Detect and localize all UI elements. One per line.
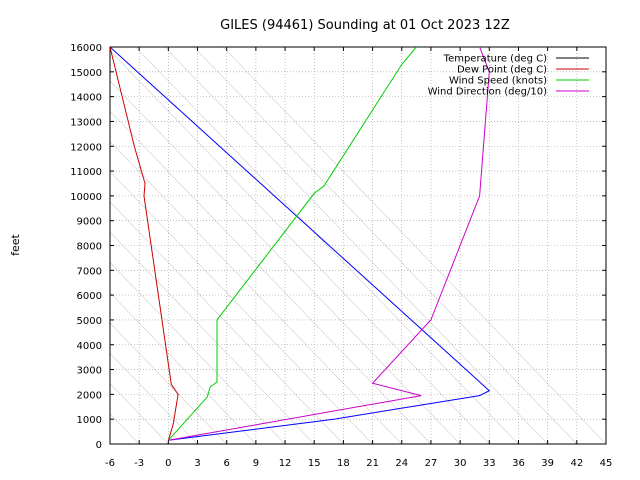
legend-label: Dew Point (deg C) [457, 65, 547, 76]
x-tick-label: 24 [395, 458, 408, 469]
isotherm-line [110, 352, 198, 444]
legend-label: Wind Direction (deg/10) [428, 87, 548, 98]
isotherm-line [193, 47, 578, 444]
y-tick-label: 10000 [70, 192, 102, 203]
x-tick-label: 21 [366, 458, 379, 469]
y-tick-label: 16000 [70, 43, 102, 54]
y-tick-label: 2000 [77, 390, 102, 401]
x-tick-label: 45 [600, 458, 613, 469]
y-axis: 0 1000 2000 3000 4000 5000 6000 7000 8000 9000 100… [70, 43, 606, 451]
x-tick-label: 6 [224, 458, 230, 469]
series-lines [110, 47, 491, 441]
x-axis: -6 -3 0 3 6 9 12 15 18 21 24 27 30 33 36 39 42 45 [105, 47, 612, 469]
y-tick-label: 15000 [70, 68, 102, 79]
y-tick-label: 13000 [70, 117, 102, 128]
isotherm-line [110, 80, 461, 444]
x-tick-label: 42 [570, 458, 583, 469]
y-tick-label: 6000 [77, 291, 102, 302]
legend-label: Temperature (deg C) [443, 54, 547, 65]
isotherm-line [135, 47, 519, 444]
y-tick-label: 1000 [77, 415, 102, 426]
legend-label: Wind Speed (knots) [449, 76, 547, 87]
isotherm-line [110, 231, 315, 444]
isotherm-line [110, 322, 227, 444]
x-tick-label: 36 [512, 458, 525, 469]
y-tick-label: 3000 [77, 366, 102, 377]
plot-frame [109, 46, 607, 445]
isotherm-line [222, 47, 606, 444]
x-tick-label: 12 [279, 458, 292, 469]
y-tick-label: 14000 [70, 93, 102, 104]
chart-title: GILES (94461) Sounding at 01 Oct 2023 12… [220, 18, 510, 33]
isotherm-line [110, 201, 344, 444]
series-line-1 [110, 47, 491, 441]
isotherm-line [110, 292, 257, 444]
y-tick-label: 7000 [77, 266, 102, 277]
isotherm-line [0, 47, 52, 444]
isotherm-line [110, 141, 402, 444]
y-tick-label: 4000 [77, 341, 102, 352]
x-tick-label: -3 [134, 458, 144, 469]
isotherm-line [110, 262, 286, 444]
y-tick-label: 12000 [70, 142, 102, 153]
x-tick-label: 30 [454, 458, 467, 469]
y-tick-label: 0 [96, 440, 102, 451]
x-tick-label: 18 [337, 458, 350, 469]
x-tick-label: 3 [194, 458, 200, 469]
y-axis-label: feet [9, 233, 22, 255]
series-line-4 [168, 47, 490, 441]
grid [110, 47, 606, 444]
y-tick-label: 9000 [77, 217, 102, 228]
x-tick-label: 33 [483, 458, 496, 469]
x-tick-label: 39 [541, 458, 554, 469]
x-tick-label: 0 [165, 458, 171, 469]
series-line-2 [110, 47, 179, 441]
y-tick-label: 5000 [77, 316, 102, 327]
y-tick-label: 8000 [77, 242, 102, 253]
legend: Temperature (deg C)Dew Point (deg C)Wind… [428, 54, 589, 98]
isotherm-line [110, 50, 490, 444]
series-line-3 [168, 47, 417, 441]
x-tick-label: 9 [253, 458, 259, 469]
isotherm-line [110, 171, 373, 444]
y-tick-label: 11000 [70, 167, 102, 178]
x-tick-label: 15 [308, 458, 321, 469]
x-tick-label: 27 [425, 458, 438, 469]
x-tick-label: -6 [105, 458, 115, 469]
